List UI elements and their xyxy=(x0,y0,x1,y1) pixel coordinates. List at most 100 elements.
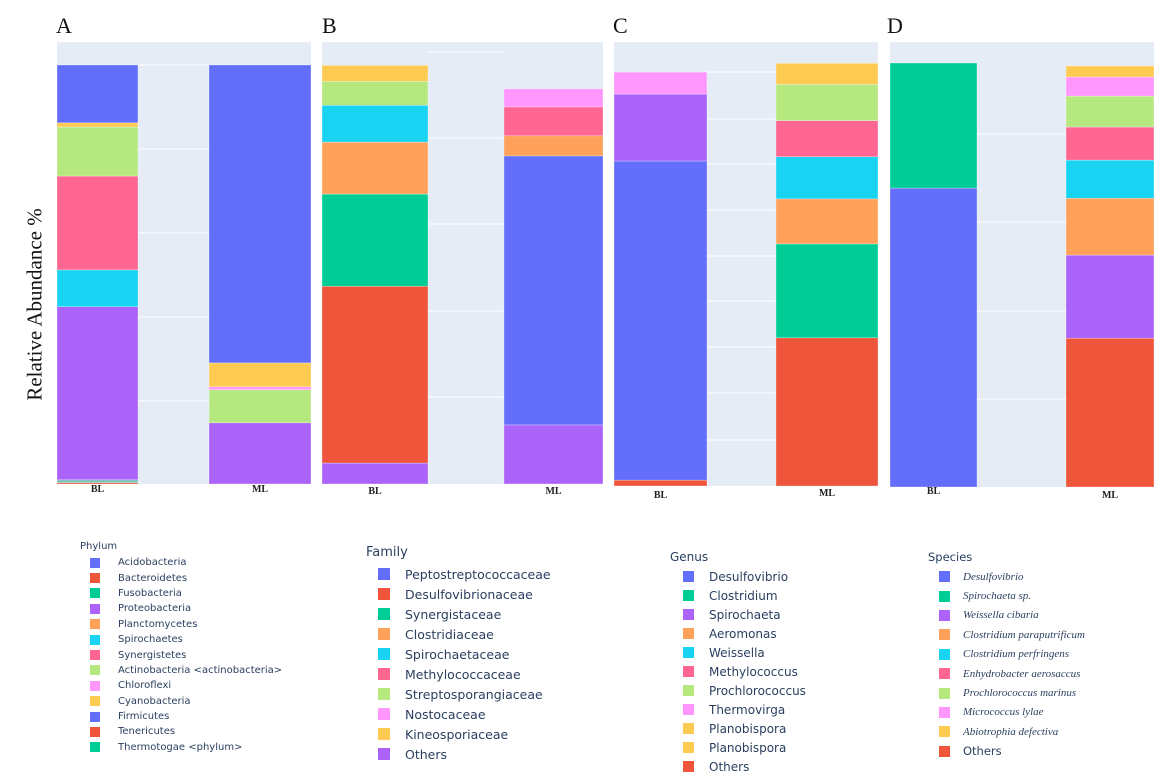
legend-item[interactable]: Clostridium perfringens xyxy=(928,645,1085,664)
bar-segment-ml-peptostreptococcaceae xyxy=(503,155,604,426)
x-tick-label: ML xyxy=(819,488,835,499)
legend-item[interactable]: Kineosporiaceae xyxy=(366,724,551,744)
legend-item[interactable]: Fusobacteria xyxy=(80,586,282,601)
legend-item[interactable]: Desulfovibrio xyxy=(670,567,806,586)
legend-item[interactable]: Planobispora xyxy=(670,738,806,757)
legend-item[interactable]: Chloroflexi xyxy=(80,678,282,693)
legend-item[interactable]: Streptosporangiaceae xyxy=(366,684,551,704)
legend-item[interactable]: Desulfovibrio xyxy=(928,567,1085,586)
legend-label: Prochlorococcus xyxy=(709,683,806,698)
legend-item[interactable]: Planobispora xyxy=(670,719,806,738)
legend-item[interactable]: Proteobacteria xyxy=(80,601,282,616)
legend-item[interactable]: Clostridiaceae xyxy=(366,624,551,644)
legend-item[interactable]: Spirochaetes xyxy=(80,632,282,647)
legend-item[interactable]: Peptostreptococcaceae xyxy=(366,564,551,584)
panel-label-d: D xyxy=(887,13,903,38)
legend-swatch xyxy=(939,629,950,641)
legend-swatch xyxy=(378,748,390,760)
legend-item[interactable]: Synergistaceae xyxy=(366,604,551,624)
legend-item[interactable]: Weissella xyxy=(670,643,806,662)
legend-item[interactable]: Clostridium paraputrificum xyxy=(928,625,1085,644)
legend-swatch xyxy=(90,680,100,691)
legend-label: Synergistetes xyxy=(118,649,187,661)
bar-segment-bl-desulfovibrionaceae xyxy=(321,285,429,464)
legend-title: Phylum xyxy=(80,541,118,552)
legend-swatch xyxy=(683,761,694,772)
bar-segment-bl-streptosporangiaceae xyxy=(321,81,429,106)
legend-label: Clostridium xyxy=(709,588,778,603)
legend-swatch xyxy=(939,590,950,602)
bar-segment-ml-aeromonas xyxy=(775,198,879,245)
bar-segment-bl-thermovirga xyxy=(613,71,708,95)
x-tick-label: BL xyxy=(927,486,941,497)
legend-item[interactable]: Abiotrophia defectiva xyxy=(928,722,1085,741)
legend-item[interactable]: Synergistetes xyxy=(80,647,282,662)
legend-item[interactable]: Cyanobacteria xyxy=(80,694,282,709)
bar-segment-ml-abiotrophia-defectiva xyxy=(1065,65,1155,78)
legend-item[interactable]: Weissella cibaria xyxy=(928,606,1085,625)
legend-label: Fusobacteria xyxy=(118,587,182,599)
legend-item[interactable]: Aeromonas xyxy=(670,624,806,643)
legend-swatch xyxy=(378,568,390,580)
bar-segment-ml-proteobacteria xyxy=(208,422,312,485)
legend-item[interactable]: Acidobacteria xyxy=(80,555,282,570)
legend-item[interactable]: Actinobacteria <actinobacteria> xyxy=(80,663,282,678)
legend-label: Bacteroidetes xyxy=(118,572,188,584)
legend-label: Abiotrophia defectiva xyxy=(963,725,1059,738)
legend-item[interactable]: Thermotogae <phylum> xyxy=(80,740,282,755)
bar-segment-bl-others xyxy=(321,462,429,485)
legend-item[interactable]: Spirochaeta sp. xyxy=(928,586,1085,605)
legend-swatch xyxy=(939,571,950,583)
legend-item[interactable]: Nostocaceae xyxy=(366,704,551,724)
legend-swatch xyxy=(90,634,100,645)
x-tick-label: BL xyxy=(654,490,668,501)
legend-label: Weissella xyxy=(709,645,765,660)
legend-item[interactable]: Firmicutes xyxy=(80,709,282,724)
legend-item[interactable]: Methylococcaceae xyxy=(366,664,551,684)
legend-label: Planobispora xyxy=(709,740,787,755)
legend-item[interactable]: Prochlorococcus xyxy=(670,681,806,700)
legend-swatch xyxy=(683,742,694,753)
legend-title: Family xyxy=(366,545,408,560)
legend-item[interactable]: Others xyxy=(928,742,1085,761)
panel-label-b: B xyxy=(322,13,337,38)
legend-item[interactable]: Thermovirga xyxy=(670,700,806,719)
legend-item[interactable]: Methylococcus xyxy=(670,662,806,681)
bar-segment-bl-clostridiaceae xyxy=(321,141,429,195)
x-tick-label: ML xyxy=(252,484,268,495)
legend-item[interactable]: Others xyxy=(366,744,551,764)
legend-swatch xyxy=(378,628,390,640)
legend-item[interactable]: Clostridium xyxy=(670,586,806,605)
bar-segment-ml-micrococcus-lylae xyxy=(1065,76,1155,97)
legend-label: Cyanobacteria xyxy=(118,695,191,707)
legend-item[interactable]: Desulfovibrionaceae xyxy=(366,584,551,604)
legend-item[interactable]: Tenericutes xyxy=(80,724,282,739)
bar-segment-ml-weissella xyxy=(775,156,879,200)
bar-segment-ml-prochlorococcus xyxy=(775,84,879,121)
legend-item[interactable]: Others xyxy=(670,757,806,776)
bar-segment-ml-methylococcus xyxy=(775,120,879,158)
legend-swatch xyxy=(378,728,390,740)
legend-item[interactable]: Prochlorococcus marinus xyxy=(928,683,1085,702)
legend-label: Chloroflexi xyxy=(118,680,172,692)
legend-item[interactable]: Planctomycetes xyxy=(80,617,282,632)
bar-segment-bl-spirochaeta xyxy=(613,93,708,162)
legend-swatch xyxy=(683,685,694,696)
legend-swatch xyxy=(90,711,100,722)
bar-segment-ml-others xyxy=(775,337,879,487)
bar-segment-bl-firmicutes xyxy=(56,64,139,124)
legend-swatch xyxy=(683,704,694,715)
legend-item[interactable]: Micrococcus lylae xyxy=(928,703,1085,722)
x-tick-label: ML xyxy=(545,486,561,497)
legend-item[interactable]: Spirochaeta xyxy=(670,605,806,624)
legend-item[interactable]: Bacteroidetes xyxy=(80,570,282,585)
legend-item[interactable]: Spirochaetaceae xyxy=(366,644,551,664)
bar-segment-ml-others xyxy=(1065,337,1155,488)
legend-title: Genus xyxy=(670,550,709,564)
bar-segment-bl-thermotogae-phylum xyxy=(56,479,139,483)
bar-segment-ml-nostocaceae xyxy=(503,88,604,108)
legend-swatch xyxy=(90,665,100,676)
bar-segment-bl-cyanobacteria xyxy=(56,122,139,128)
legend-swatch xyxy=(683,609,694,620)
legend-item[interactable]: Enhydrobacter aerosaccus xyxy=(928,664,1085,683)
